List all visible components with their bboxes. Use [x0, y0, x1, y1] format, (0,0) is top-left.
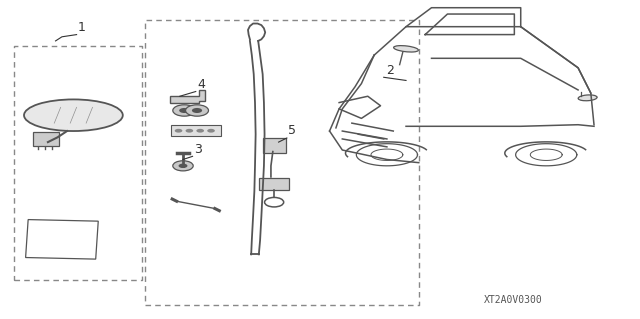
Circle shape — [173, 105, 196, 116]
Circle shape — [179, 108, 189, 113]
Circle shape — [207, 129, 215, 133]
Polygon shape — [170, 90, 205, 103]
Text: 2: 2 — [386, 64, 394, 77]
Circle shape — [186, 129, 193, 133]
Text: 3: 3 — [194, 143, 202, 156]
Circle shape — [175, 129, 182, 133]
Text: 5: 5 — [288, 124, 296, 137]
FancyBboxPatch shape — [262, 138, 285, 152]
Circle shape — [173, 161, 193, 171]
Circle shape — [186, 105, 209, 116]
Ellipse shape — [394, 46, 419, 52]
Ellipse shape — [578, 95, 597, 101]
FancyBboxPatch shape — [171, 125, 221, 137]
Text: 4: 4 — [197, 78, 205, 91]
FancyBboxPatch shape — [33, 132, 60, 146]
Text: XT2A0V0300: XT2A0V0300 — [484, 295, 543, 305]
FancyBboxPatch shape — [259, 178, 289, 190]
Circle shape — [196, 129, 204, 133]
Circle shape — [192, 108, 202, 113]
Text: 1: 1 — [78, 21, 86, 33]
Ellipse shape — [24, 100, 123, 131]
Circle shape — [179, 164, 188, 168]
